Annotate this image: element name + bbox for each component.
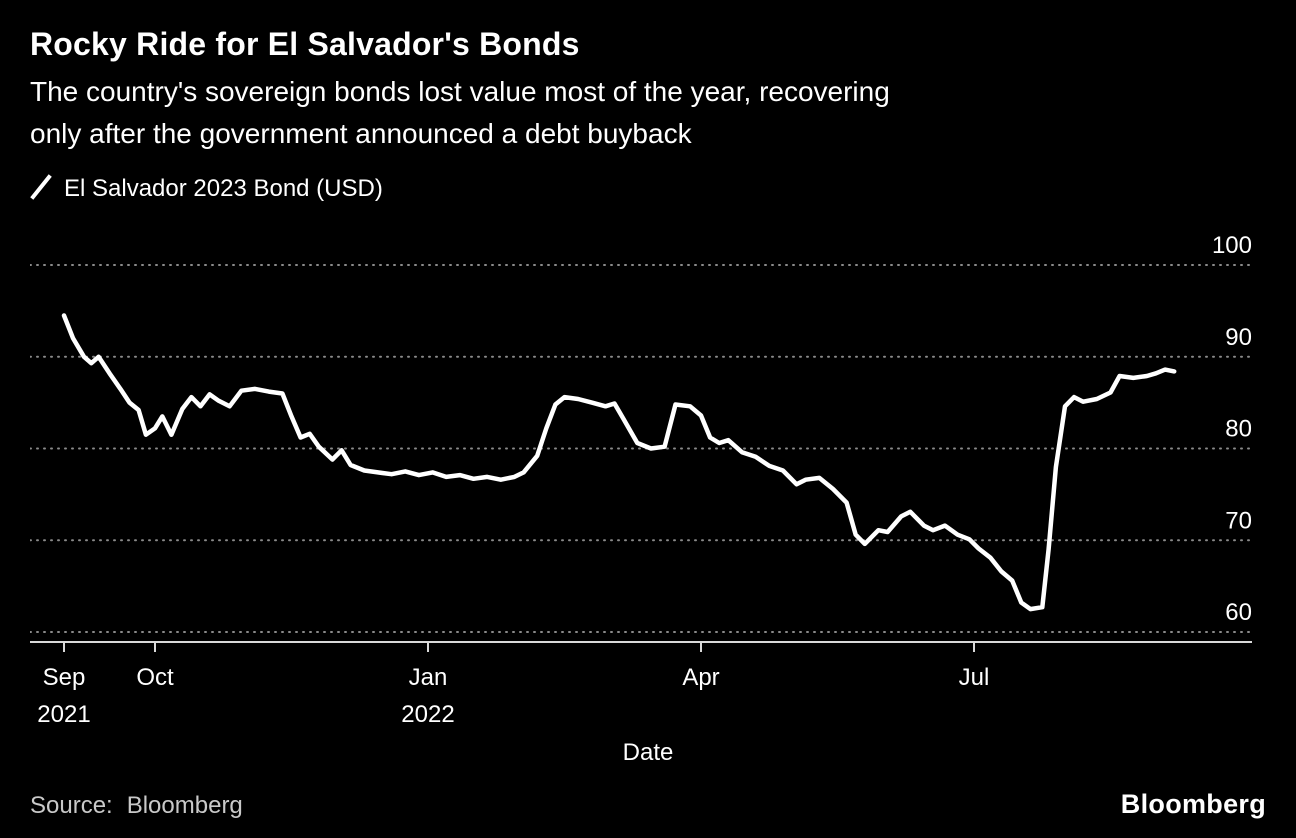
footer: Source: Bloomberg Bloomberg bbox=[0, 789, 1296, 820]
x-tick-label: Apr bbox=[682, 664, 719, 691]
x-tick-label: Jan bbox=[409, 664, 448, 691]
x-axis-title: Date bbox=[622, 739, 674, 766]
x-tick-label: Jul bbox=[959, 664, 990, 691]
chart-svg: 60 70 80 90 100 Sep 2021 Oct Jan 2022 Apr Jul bbox=[29, 232, 1253, 728]
chart-page: Rocky Ride for El Salvador's Bonds The c… bbox=[29, 26, 1266, 766]
source-prefix: Source: bbox=[30, 792, 113, 819]
chart-subtitle: The country's sovereign bonds lost value… bbox=[30, 76, 890, 149]
chart-area: 60 70 80 90 100 Sep 2021 Oct Jan 2022 Apr Jul bbox=[29, 205, 1266, 735]
legend: El Salvador 2023 Bond (USD) bbox=[30, 173, 1266, 205]
y-tick-label: 90 bbox=[1225, 324, 1252, 351]
source-label: Source: Bloomberg bbox=[30, 792, 243, 820]
chart-title: Rocky Ride for El Salvador's Bonds bbox=[30, 26, 580, 62]
y-tick-label: 70 bbox=[1225, 507, 1252, 534]
x-tick-label: Sep bbox=[43, 664, 86, 691]
legend-label: El Salvador 2023 Bond (USD) bbox=[64, 175, 383, 202]
y-tick-label: 80 bbox=[1225, 416, 1252, 443]
bond-price-line bbox=[61, 313, 1177, 612]
x-tick-sublabel: 2022 bbox=[401, 701, 454, 728]
y-tick-label: 100 bbox=[1212, 232, 1252, 259]
legend-slash-icon bbox=[30, 173, 52, 205]
x-tick-sublabel: 2021 bbox=[37, 701, 90, 728]
bloomberg-logo: Bloomberg bbox=[1120, 789, 1266, 819]
y-tick-label: 60 bbox=[1225, 599, 1252, 626]
source-name: Bloomberg bbox=[126, 792, 243, 819]
x-tick-label: Oct bbox=[136, 664, 174, 691]
